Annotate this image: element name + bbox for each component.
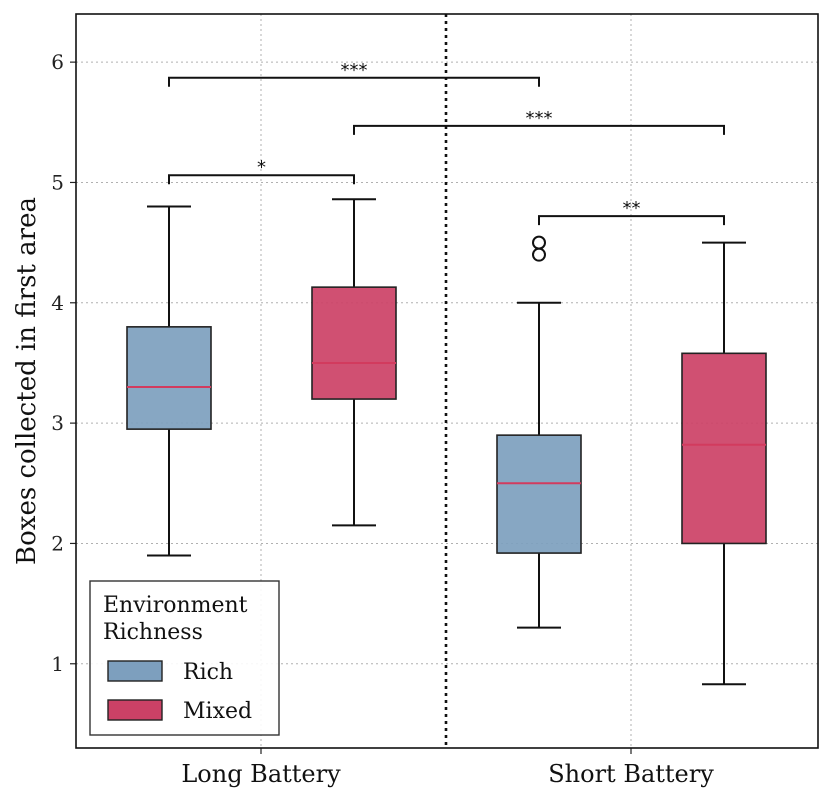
y-tick-label: 2 — [51, 531, 64, 555]
bracket-line — [168, 174, 355, 185]
box-iqr — [126, 326, 212, 430]
box-2 — [311, 198, 397, 527]
y-tick-label: 5 — [51, 170, 64, 194]
significance-label: *** — [526, 108, 553, 129]
y-tick-label: 6 — [51, 50, 64, 74]
significance-label: *** — [341, 60, 368, 81]
significance-bracket: *** — [168, 60, 540, 87]
outlier-point — [532, 247, 546, 262]
significance-bracket: * — [168, 157, 355, 185]
bracket-line — [168, 76, 540, 87]
legend-title: Environment — [103, 593, 248, 618]
outlier-point — [532, 235, 546, 250]
box-4 — [681, 241, 767, 686]
legend-swatch — [107, 699, 163, 721]
box-iqr — [311, 286, 397, 400]
significance-label: * — [257, 157, 266, 178]
axis-layer: 1 2 3 4 5 6 Long Battery Short Battery — [51, 13, 819, 788]
legend-title: Richness — [103, 620, 203, 645]
significance-layer: ********* — [168, 60, 725, 226]
box-1 — [126, 205, 212, 557]
y-tick-label: 4 — [51, 291, 64, 315]
legend-swatch — [107, 660, 163, 682]
significance-label: ** — [623, 198, 641, 219]
bracket-line — [538, 215, 725, 226]
box-iqr — [496, 434, 582, 554]
plot-frame — [75, 13, 819, 749]
bracket-line — [353, 124, 725, 135]
box-layer — [126, 198, 767, 686]
x-category-label: Short Battery — [548, 760, 714, 788]
y-tick-label: 1 — [51, 652, 64, 676]
box-iqr — [681, 352, 767, 545]
y-axis-label: Boxes collected in first area — [12, 197, 42, 565]
box-3 — [496, 235, 582, 629]
y-tick-label: 3 — [51, 411, 64, 435]
legend-entry-label: Mixed — [183, 699, 252, 724]
x-category-label: Long Battery — [181, 760, 341, 788]
significance-bracket: *** — [353, 108, 725, 135]
significance-bracket: ** — [538, 198, 725, 226]
legend-entry-label: Rich — [183, 660, 233, 685]
